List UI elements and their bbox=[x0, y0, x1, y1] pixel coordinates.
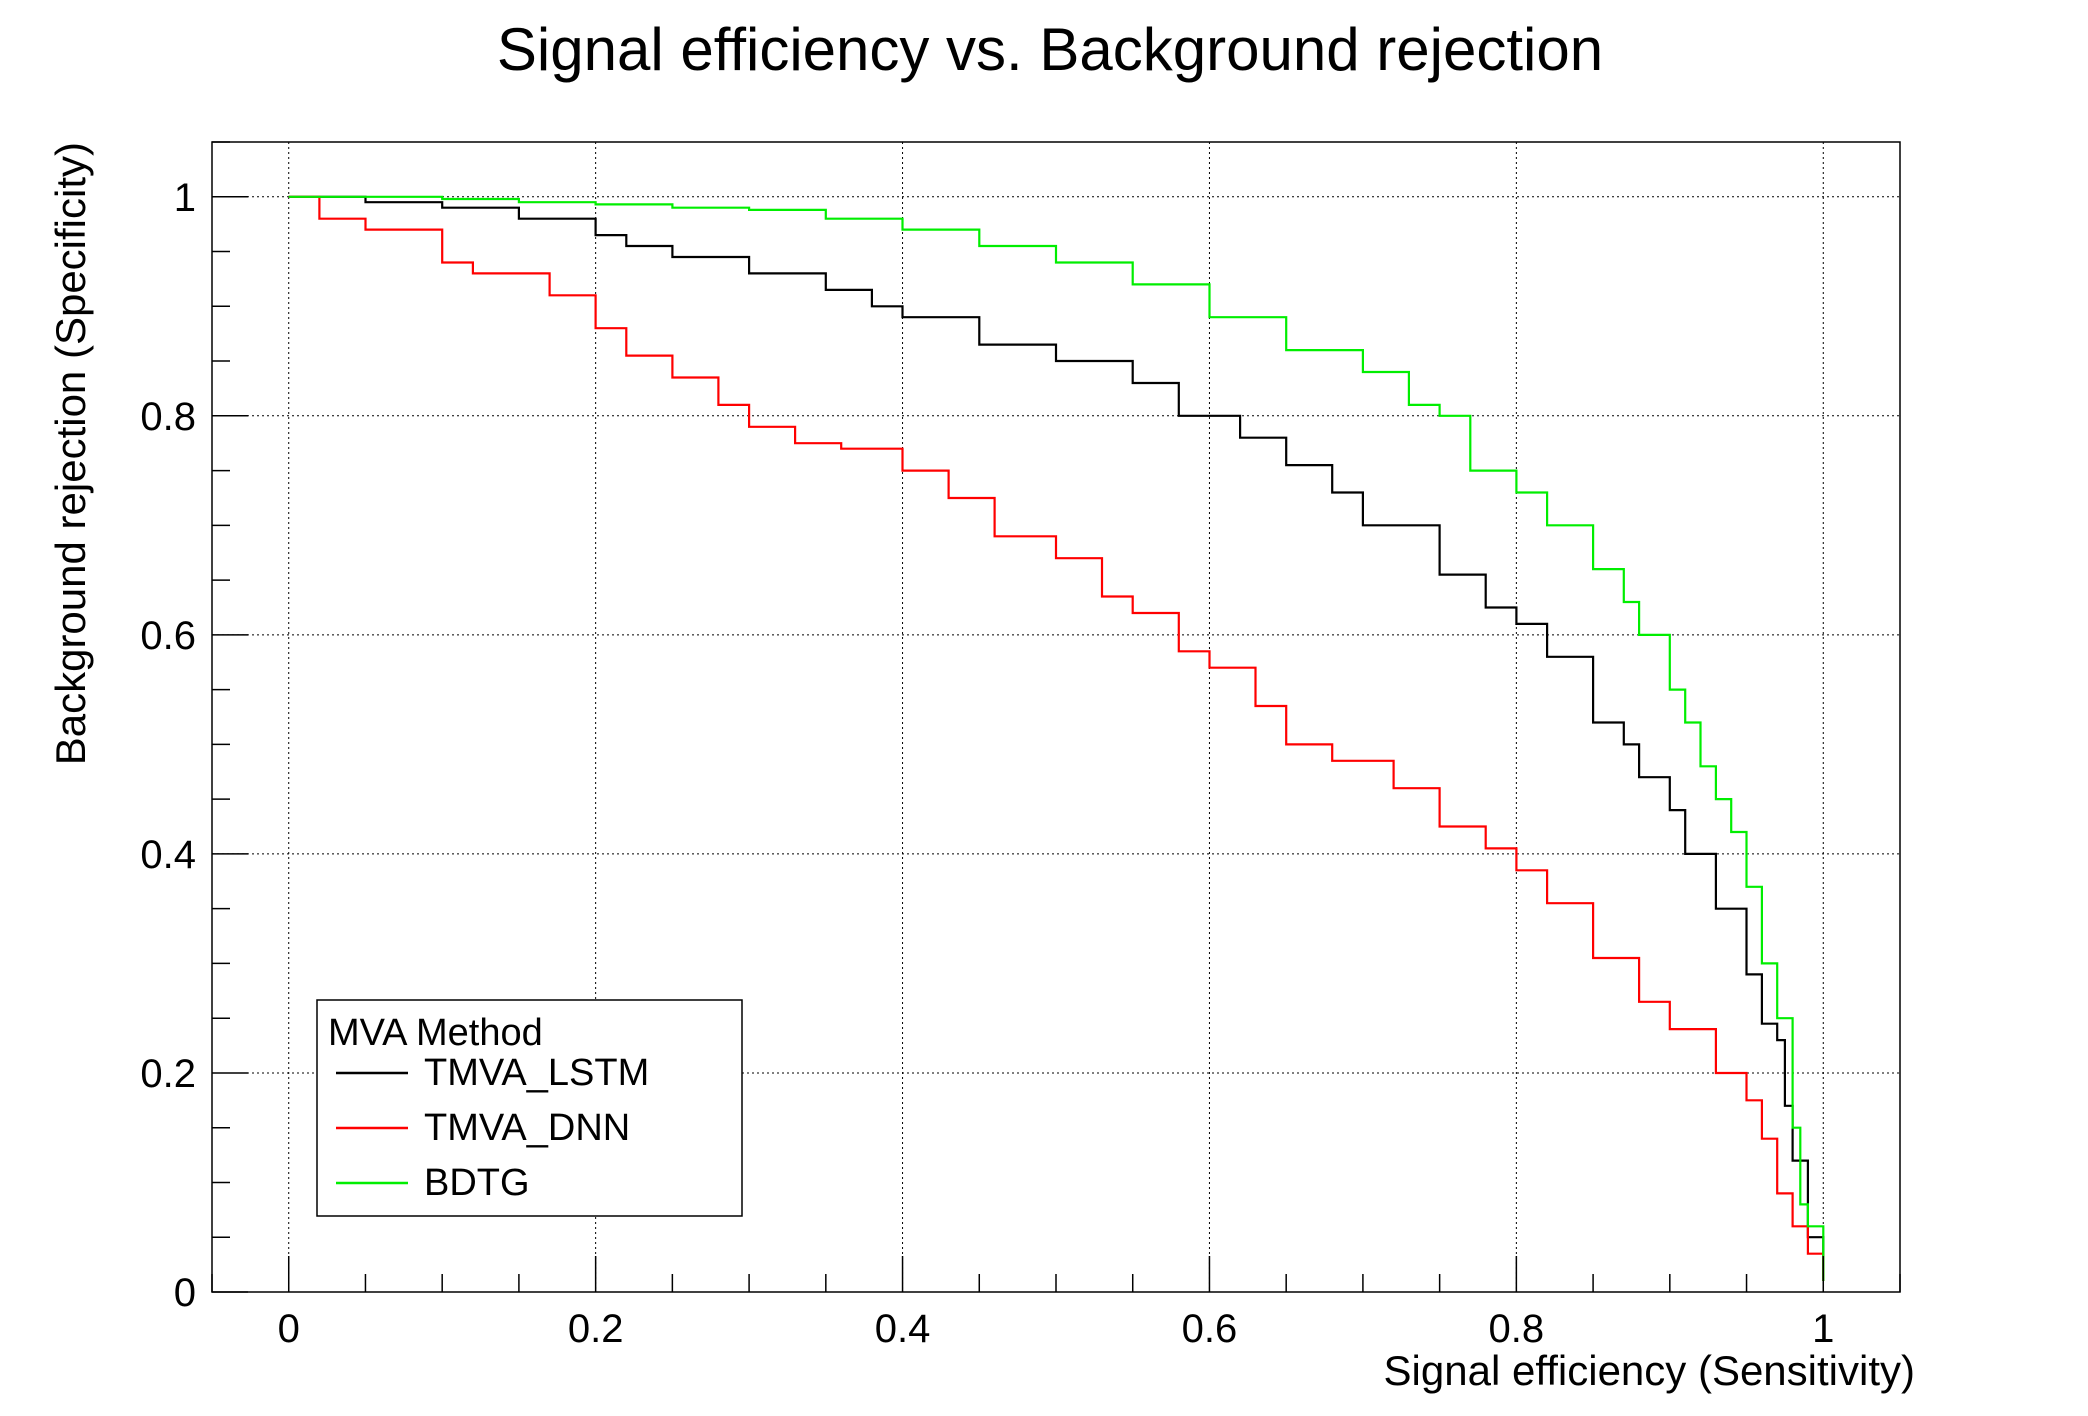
legend-label-bdtg: BDTG bbox=[424, 1162, 530, 1204]
legend: MVA Method TMVA_LSTM TMVA_DNN BDTG bbox=[316, 999, 743, 1217]
legend-title: MVA Method bbox=[328, 1012, 543, 1054]
legend-label-tmva-lstm: TMVA_LSTM bbox=[424, 1052, 649, 1094]
legend-box bbox=[316, 999, 743, 1217]
y-tick-label-5: 1 bbox=[174, 176, 196, 220]
y-axis-label: Background rejection (Specificity) bbox=[47, 142, 94, 765]
x-tick-label-3: 0.6 bbox=[1182, 1307, 1238, 1351]
y-tick-label-2: 0.4 bbox=[140, 833, 196, 877]
series-line-bdtg bbox=[288, 195, 1825, 1281]
x-tick-label-4: 0.8 bbox=[1489, 1307, 1545, 1351]
y-tick-label-3: 0.6 bbox=[140, 614, 196, 658]
y-tick-label-4: 0.8 bbox=[140, 395, 196, 439]
x-tick-label-5: 1 bbox=[1812, 1307, 1834, 1351]
x-tick-label-2: 0.4 bbox=[875, 1307, 931, 1351]
series-line-tmva-dnn bbox=[288, 195, 1825, 1281]
series-line-tmva-lstm bbox=[288, 195, 1825, 1281]
chart-title: Signal efficiency vs. Background rejecti… bbox=[497, 16, 1603, 83]
legend-label-tmva-dnn: TMVA_DNN bbox=[424, 1107, 630, 1149]
legend-entries: TMVA_LSTM TMVA_DNN BDTG bbox=[336, 1052, 649, 1204]
series-layer bbox=[288, 195, 1825, 1281]
y-tick-label-1: 0.2 bbox=[140, 1052, 196, 1096]
y-tick-label-0: 0 bbox=[174, 1271, 196, 1315]
x-tick-label-0: 0 bbox=[278, 1307, 300, 1351]
x-tick-label-1: 0.2 bbox=[568, 1307, 624, 1351]
tick-layer: 0 0.2 0.4 0.6 0.8 1 0 0.2 0.4 0.6 0.8 1 bbox=[140, 141, 1901, 1351]
x-axis-label: Signal efficiency (Sensitivity) bbox=[1384, 1347, 1915, 1394]
